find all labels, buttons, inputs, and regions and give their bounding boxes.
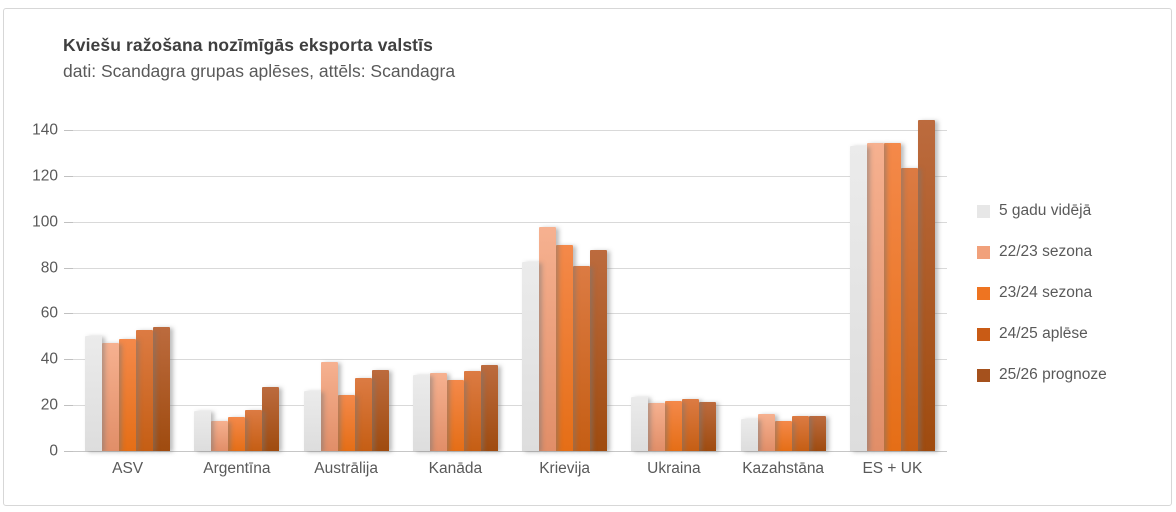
bar-Ukraina-5 gadu vidējā bbox=[631, 397, 649, 451]
bar-group-ASV bbox=[85, 130, 171, 451]
y-axis-tick bbox=[64, 313, 73, 315]
bar-Austrālija-5 gadu vidējā bbox=[303, 391, 321, 451]
bar-Kazahstāna-5 gadu vidējā bbox=[740, 418, 758, 451]
legend-label: 23/24 sezona bbox=[999, 284, 1093, 301]
y-axis-tick bbox=[64, 221, 73, 223]
bar-Krievija-23/24 sezona bbox=[556, 244, 574, 451]
bar-ES + UK-23/24 sezona bbox=[883, 142, 901, 451]
bar-Krievija-22/23 sezona bbox=[539, 227, 557, 451]
bar-Argentīna-25/26 prognoze bbox=[262, 386, 280, 451]
gridline-60 bbox=[73, 313, 947, 315]
x-axis-label-Kanāda: Kanāda bbox=[428, 460, 483, 477]
bar-Ukraina-25/26 prognoze bbox=[699, 401, 717, 451]
bar-Argentīna-23/24 sezona bbox=[228, 416, 246, 451]
y-axis-tick bbox=[64, 130, 73, 131]
bar-Kanāda-22/23 sezona bbox=[429, 373, 447, 451]
bar-ASV-24/25 aplēse bbox=[136, 329, 154, 451]
legend-item-23/24 sezona: 23/24 sezona bbox=[977, 283, 1107, 303]
legend-item-24/25 aplēse: 24/25 aplēse bbox=[977, 324, 1107, 344]
y-axis-label-20: 20 bbox=[40, 396, 58, 414]
bar-ES + UK-22/23 sezona bbox=[866, 142, 884, 451]
y-axis-label-80: 80 bbox=[40, 258, 58, 276]
bar-group-Kazahstāna bbox=[740, 130, 826, 451]
y-axis-label-40: 40 bbox=[40, 350, 58, 368]
y-axis-label-100: 100 bbox=[32, 212, 58, 230]
bar-Austrālija-23/24 sezona bbox=[337, 394, 355, 451]
bar-group-Argentīna bbox=[194, 130, 280, 451]
y-axis-label-0: 0 bbox=[49, 442, 58, 460]
bar-Argentīna-22/23 sezona bbox=[211, 421, 229, 451]
bar-group-ES + UK bbox=[849, 119, 935, 451]
bar-Ukraina-23/24 sezona bbox=[665, 400, 683, 451]
chart-title: Kviešu ražošana nozīmīgās eksporta valst… bbox=[63, 35, 433, 55]
bar-Kanāda-24/25 aplēse bbox=[463, 370, 481, 451]
legend-swatch-icon bbox=[977, 245, 990, 259]
y-axis-tick bbox=[64, 405, 73, 407]
bar-ES + UK-5 gadu vidējā bbox=[849, 146, 867, 451]
legend-swatch-icon bbox=[977, 204, 990, 218]
legend-label: 24/25 aplēse bbox=[999, 325, 1088, 342]
bar-Argentīna-5 gadu vidējā bbox=[194, 410, 212, 451]
gridline-40 bbox=[73, 359, 947, 361]
bar-Kanāda-23/24 sezona bbox=[446, 379, 464, 451]
bar-Kazahstāna-25/26 prognoze bbox=[808, 415, 826, 451]
bar-ASV-25/26 prognoze bbox=[153, 327, 171, 451]
bar-ASV-23/24 sezona bbox=[119, 338, 137, 451]
bar-Kazahstāna-24/25 aplēse bbox=[791, 415, 809, 451]
bar-Kazahstāna-22/23 sezona bbox=[757, 414, 775, 451]
bar-group-Ukraina bbox=[631, 130, 717, 451]
bar-Krievija-5 gadu vidējā bbox=[522, 261, 540, 451]
bar-group-Krievija bbox=[522, 130, 608, 451]
gridline-80 bbox=[73, 267, 947, 269]
plot-area: 0 20 40 60 80 100 120 140 bbox=[32, 119, 947, 458]
y-axis-tick bbox=[64, 451, 73, 452]
legend-item-25/26 prognoze: 25/26 prognoze bbox=[977, 365, 1107, 385]
bar-ASV-5 gadu vidējā bbox=[85, 336, 103, 451]
y-axis-label-120: 120 bbox=[32, 167, 58, 185]
bar-Krievija-25/26 prognoze bbox=[590, 250, 608, 451]
bar-Argentīna-24/25 aplēse bbox=[245, 409, 263, 451]
gridline-120 bbox=[73, 175, 947, 177]
bar-group-Kanāda bbox=[412, 130, 498, 451]
bar-Kazahstāna-23/24 sezona bbox=[774, 421, 792, 451]
bar-Kanāda-5 gadu vidējā bbox=[412, 375, 430, 451]
legend: 5 gadu vidējā 22/23 sezona 23/24 sezona 24/… bbox=[977, 201, 1107, 385]
bar-Austrālija-22/23 sezona bbox=[320, 361, 338, 451]
legend-label: 22/23 sezona bbox=[999, 243, 1093, 260]
y-axis-tick bbox=[64, 267, 73, 269]
bar-group-Austrālija bbox=[303, 130, 389, 451]
bar-ES + UK-24/25 aplēse bbox=[900, 167, 918, 451]
x-axis-label-Austrālija: Austrālija bbox=[314, 460, 378, 477]
bar-Austrālija-24/25 aplēse bbox=[354, 377, 372, 451]
legend-label: 25/26 prognoze bbox=[999, 366, 1107, 383]
legend-item-22/23 sezona: 22/23 sezona bbox=[977, 242, 1107, 262]
gridline-0 bbox=[73, 451, 947, 452]
bar-Austrālija-25/26 prognoze bbox=[371, 369, 389, 451]
x-axis-label-Kazahstāna: Kazahstāna bbox=[742, 460, 825, 477]
chart-subtitle: dati: Scandagra grupas aplēses, attēls: … bbox=[63, 61, 456, 81]
bar-Kanāda-25/26 prognoze bbox=[480, 365, 498, 451]
bar-Ukraina-24/25 aplēse bbox=[682, 399, 700, 451]
bar-ASV-22/23 sezona bbox=[102, 343, 120, 451]
x-axis-label-ES + UK: ES + UK bbox=[862, 460, 923, 477]
x-axis-label-ASV: ASV bbox=[112, 460, 144, 477]
bar-Ukraina-22/23 sezona bbox=[648, 402, 666, 451]
gridline-20 bbox=[73, 405, 947, 407]
legend-swatch-icon bbox=[977, 327, 990, 341]
y-axis-tick bbox=[64, 175, 73, 177]
x-axis-label-Argentīna: Argentīna bbox=[203, 460, 271, 477]
x-axis-label-Ukraina: Ukraina bbox=[647, 460, 701, 477]
gridline-140 bbox=[73, 130, 947, 131]
y-axis-tick bbox=[64, 359, 73, 361]
legend-label: 5 gadu vidējā bbox=[999, 202, 1092, 219]
y-axis-label-140: 140 bbox=[32, 121, 58, 139]
legend-item-5 gadu vidējā: 5 gadu vidējā bbox=[977, 201, 1107, 221]
legend-swatch-icon bbox=[977, 286, 990, 300]
bar-Krievija-24/25 aplēse bbox=[573, 266, 591, 451]
y-axis-label-60: 60 bbox=[40, 304, 58, 322]
bar-ES + UK-25/26 prognoze bbox=[917, 119, 935, 451]
gridline-100 bbox=[73, 221, 947, 223]
legend-swatch-icon bbox=[977, 368, 990, 382]
x-axis-label-Krievija: Krievija bbox=[539, 460, 591, 477]
